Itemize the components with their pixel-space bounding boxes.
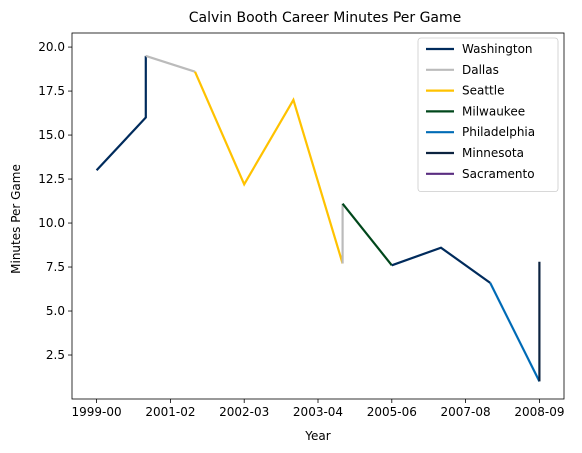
legend-label-dallas: Dallas (462, 63, 499, 77)
x-axis-title: Year (304, 429, 330, 443)
legend-label-milwaukee: Milwaukee (462, 104, 525, 118)
y-tick-label: 20.0 (38, 40, 65, 54)
series-line-philadelphia-5 (392, 248, 490, 283)
legend-label-washington: Washington (462, 42, 533, 56)
legend-label-sacramento: Sacramento (462, 167, 535, 181)
series-line-philadelphia-6 (490, 283, 539, 382)
legend: Washington Dallas Seattle Milwaukee Philadel… (418, 38, 558, 192)
series-line-milwaukee-4 (343, 204, 392, 266)
y-tick-label: 10.0 (38, 216, 65, 230)
series-line-seattle-2 (195, 72, 343, 264)
x-tick-label: 2005-06 (367, 405, 417, 419)
legend-label-seattle: Seattle (462, 84, 504, 98)
series-line-dallas-1 (146, 56, 195, 72)
x-tick-label: 2008-09 (514, 405, 564, 419)
y-axis: 2.5 5.0 7.5 10.0 12.5 15.0 17.5 20.0 (38, 40, 72, 362)
x-tick-label: 2001-02 (145, 405, 195, 419)
x-tick-label: 2002-03 (219, 405, 269, 419)
y-tick-label: 7.5 (46, 260, 65, 274)
y-tick-label: 2.5 (46, 348, 65, 362)
x-tick-label: 2007-08 (441, 405, 491, 419)
y-tick-label: 5.0 (46, 304, 65, 318)
legend-label-minnesota: Minnesota (462, 146, 524, 160)
y-tick-label: 12.5 (38, 172, 65, 186)
x-tick-label: 1999-00 (72, 405, 122, 419)
x-tick-label: 2003-04 (293, 405, 343, 419)
series-line-washington-0 (97, 56, 146, 170)
chart-title: Calvin Booth Career Minutes Per Game (189, 10, 462, 26)
x-axis: 1999-00 2001-02 2002-03 2003-04 2005-06 2007-… (72, 399, 565, 419)
y-tick-label: 15.0 (38, 128, 65, 142)
y-axis-title: Minutes Per Game (9, 164, 23, 274)
y-tick-label: 17.5 (38, 84, 65, 98)
legend-label-philadelphia: Philadelphia (462, 125, 535, 139)
